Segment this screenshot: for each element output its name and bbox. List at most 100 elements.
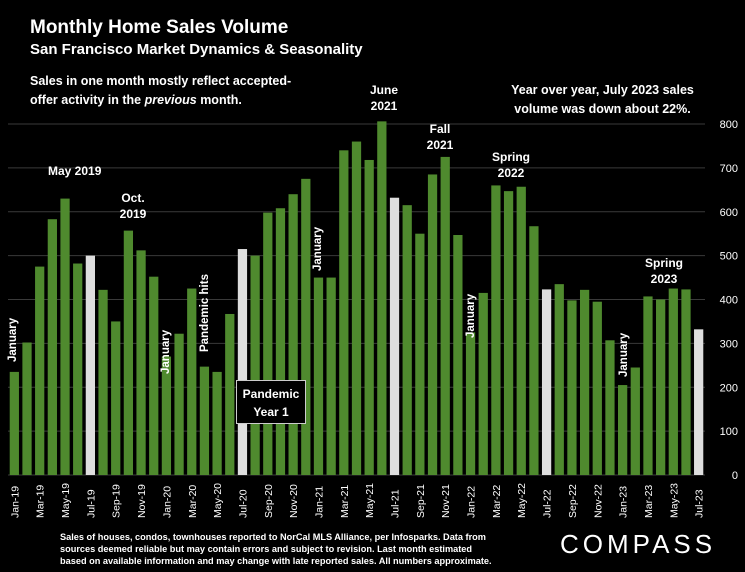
bars: [9, 121, 704, 476]
bar-May-22: [516, 186, 526, 475]
bar-Mar-19: [35, 266, 45, 475]
bar-Jun-22: [529, 226, 539, 475]
bar-Mar-21: [339, 150, 349, 475]
bar-Nov-21: [440, 156, 450, 475]
bar-Jul-22: [541, 289, 552, 475]
footer-note: Sales of houses, condos, townhouses repo…: [60, 532, 492, 566]
y-tick-label: 100: [720, 426, 738, 438]
x-tick-label: Mar-19: [35, 485, 47, 518]
bar-Jul-19: [85, 255, 95, 475]
bar-Sep-22: [567, 300, 577, 475]
annotation-spring-2023: Spring 2023: [645, 256, 683, 286]
bar-Sep-20: [263, 212, 273, 475]
bar-Feb-19: [22, 342, 32, 475]
bar-May-21: [364, 159, 374, 476]
x-tick-label: Sep-22: [567, 484, 579, 518]
note-right: Year over year, July 2023 sales volume w…: [511, 83, 694, 116]
annotation-january-2023: January: [618, 332, 630, 377]
annotation-oct-2019: Oct. 2019: [119, 191, 147, 221]
annotation-pandemic-hits: Pandemic hits: [199, 274, 211, 352]
x-tick-label: Nov-21: [440, 484, 452, 518]
x-tick-label: Nov-19: [136, 484, 148, 518]
x-tick-label: Nov-20: [288, 484, 300, 518]
bar-Jul-21: [389, 197, 400, 475]
annotation-june-2021: June 2021: [369, 83, 398, 113]
chart-subtitle: San Francisco Market Dynamics & Seasonal…: [30, 41, 363, 58]
y-tick-label: 600: [720, 207, 738, 219]
bar-Aug-19: [98, 289, 108, 475]
bar-Jan-22: [465, 332, 476, 475]
annotation-january-2019: January: [7, 317, 19, 362]
bar-Dec-20: [301, 178, 311, 475]
x-tick-label: Sep-19: [111, 484, 123, 518]
bar-Sep-21: [415, 233, 425, 475]
bar-Feb-22: [478, 292, 488, 475]
bar-Jun-19: [73, 263, 83, 475]
bar-Oct-21: [427, 174, 438, 476]
y-tick-label: 700: [720, 163, 738, 175]
x-tick-label: Nov-22: [592, 484, 604, 518]
bar-Dec-21: [453, 235, 463, 475]
x-tick-label: Jan-21: [313, 486, 325, 518]
bar-Feb-21: [326, 277, 336, 475]
bar-May-19: [60, 198, 70, 475]
bar-Jun-20: [225, 313, 235, 475]
bar-Jan-23: [618, 385, 628, 475]
x-tick-label: Sep-20: [263, 484, 275, 518]
chart-title: Monthly Home Sales Volume: [30, 17, 289, 38]
bar-Sep-19: [111, 321, 121, 475]
bar-Mar-23: [643, 296, 653, 475]
bar-Jan-21: [313, 277, 324, 475]
x-tick-label: May-20: [212, 483, 224, 518]
x-tick-label: Sep-21: [415, 484, 427, 518]
bar-Apr-20: [199, 366, 210, 475]
x-tick-label: Jul-19: [85, 489, 97, 518]
bar-Feb-20: [174, 333, 184, 475]
x-tick-label: Jul-21: [390, 489, 402, 518]
bar-Dec-19: [149, 276, 159, 475]
x-tick-label: Jan-20: [161, 486, 173, 518]
x-tick-label: Mar-21: [339, 485, 351, 518]
bar-Aug-21: [402, 205, 412, 475]
y-tick-label: 200: [720, 382, 738, 394]
bar-Jun-23: [681, 289, 691, 475]
note-left: Sales in one month mostly reflect accept…: [30, 74, 292, 107]
bar-Jan-19: [9, 371, 19, 475]
y-axis-ticks: 0 100 200 300 400 500 600 700 800: [720, 119, 738, 482]
x-axis-ticks: Jan-19 Mar-19 May-19 Jul-19 Sep-19 Nov-19 Jan-…: [9, 483, 705, 518]
x-tick-label: May-22: [516, 483, 528, 518]
x-tick-label: Jan-22: [466, 486, 478, 518]
x-tick-label: Jul-22: [542, 489, 554, 518]
bar-Aug-22: [554, 284, 564, 475]
annotation-january-2021: January: [312, 226, 324, 271]
bar-Mar-20: [187, 288, 197, 475]
annotation-january-2022: January: [465, 293, 477, 338]
bar-Jan-20: [161, 356, 172, 475]
bar-May-20: [212, 371, 222, 475]
bar-Aug-20: [250, 255, 260, 475]
bar-Apr-19: [47, 219, 57, 475]
bar-Oct-22: [579, 289, 590, 475]
y-tick-label: 0: [732, 470, 738, 482]
x-tick-label: Jan-19: [9, 486, 21, 518]
bar-Apr-21: [351, 141, 362, 476]
bar-May-23: [668, 288, 678, 475]
bar-Nov-19: [136, 250, 146, 475]
x-tick-label: May-21: [364, 483, 376, 518]
bar-Jul-20: [237, 249, 248, 475]
bar-Jun-21: [377, 121, 387, 476]
y-tick-label: 800: [720, 119, 738, 131]
bar-Oct-19: [123, 230, 134, 475]
bar-Nov-20: [288, 194, 298, 475]
annotation-may-2019: May 2019: [48, 164, 102, 178]
x-tick-label: Jul-23: [694, 489, 706, 518]
bar-Jul-23: [694, 329, 704, 475]
y-tick-label: 500: [720, 251, 738, 263]
bar-Oct-20: [275, 208, 286, 476]
x-tick-label: Jul-20: [237, 489, 249, 518]
bar-Nov-22: [592, 301, 602, 475]
x-tick-label: Mar-22: [491, 485, 503, 518]
annotation-january-2020: January: [160, 329, 172, 374]
bar-Feb-23: [630, 367, 640, 475]
